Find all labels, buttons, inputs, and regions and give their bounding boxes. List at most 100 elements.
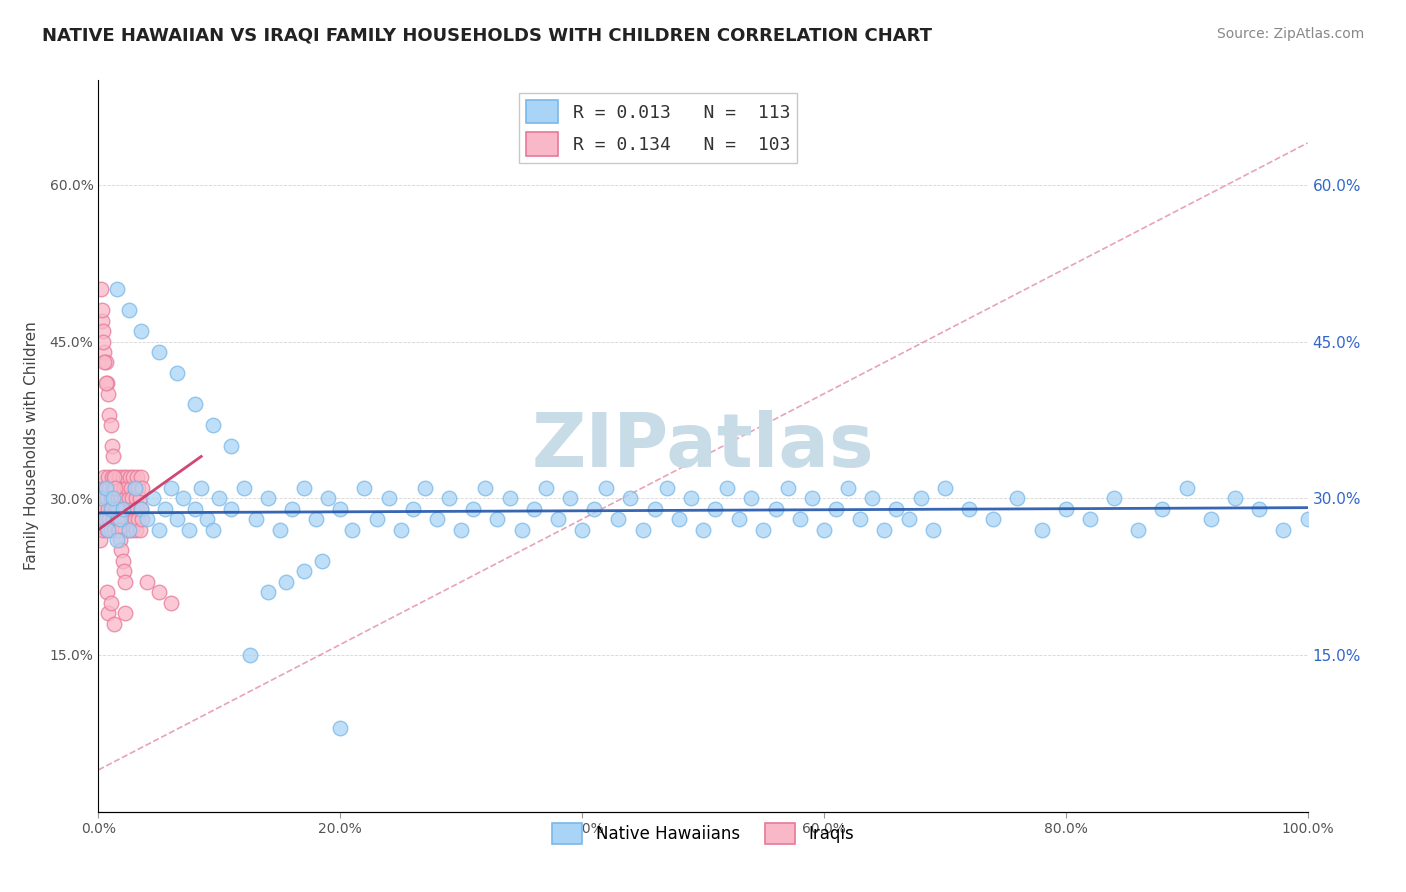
Point — [142, 491, 165, 506]
Point — [789, 512, 811, 526]
Point — [91, 512, 114, 526]
Point — [129, 324, 152, 338]
Point — [305, 512, 328, 526]
Point — [221, 439, 243, 453]
Point — [860, 491, 883, 506]
Point — [91, 512, 114, 526]
Point — [94, 355, 117, 369]
Point — [89, 533, 111, 547]
Point — [94, 512, 117, 526]
Point — [1296, 512, 1319, 526]
Point — [91, 324, 114, 338]
Point — [107, 523, 129, 537]
Point — [1031, 523, 1053, 537]
Point — [100, 523, 122, 537]
Point — [107, 491, 129, 506]
Point — [91, 313, 114, 327]
Point — [110, 523, 132, 537]
Point — [90, 501, 112, 516]
Point — [118, 523, 141, 537]
Point — [1054, 501, 1077, 516]
Point — [692, 523, 714, 537]
Point — [105, 481, 128, 495]
Point — [121, 523, 143, 537]
Point — [108, 470, 131, 484]
Point — [366, 512, 388, 526]
Point — [316, 491, 339, 506]
Point — [111, 501, 134, 516]
Point — [184, 501, 207, 516]
Point — [115, 470, 138, 484]
Point — [1175, 481, 1198, 495]
Point — [97, 606, 120, 620]
Point — [91, 523, 114, 537]
Point — [100, 491, 122, 506]
Point — [679, 491, 702, 506]
Point — [94, 481, 117, 495]
Point — [269, 523, 291, 537]
Point — [765, 501, 787, 516]
Point — [849, 512, 872, 526]
Point — [752, 523, 775, 537]
Point — [112, 565, 135, 579]
Point — [437, 491, 460, 506]
Point — [127, 501, 149, 516]
Point — [166, 366, 188, 380]
Point — [127, 470, 149, 484]
Point — [101, 450, 124, 464]
Point — [91, 303, 114, 318]
Point — [131, 512, 153, 526]
Point — [981, 512, 1004, 526]
Point — [104, 470, 127, 484]
Point — [90, 282, 112, 296]
Point — [558, 491, 581, 506]
Text: Source: ZipAtlas.com: Source: ZipAtlas.com — [1216, 27, 1364, 41]
Point — [886, 501, 908, 516]
Point — [245, 512, 267, 526]
Point — [934, 481, 956, 495]
Point — [96, 376, 118, 391]
Point — [813, 523, 835, 537]
Point — [342, 523, 364, 537]
Point — [534, 481, 557, 495]
Point — [776, 481, 799, 495]
Point — [117, 481, 139, 495]
Point — [873, 523, 896, 537]
Point — [631, 523, 654, 537]
Point — [100, 596, 122, 610]
Point — [118, 523, 141, 537]
Point — [120, 481, 142, 495]
Point — [837, 481, 859, 495]
Point — [728, 512, 751, 526]
Point — [115, 501, 138, 516]
Legend: Native Hawaiians, Iraqis: Native Hawaiians, Iraqis — [546, 816, 860, 851]
Point — [202, 418, 225, 433]
Point — [160, 481, 183, 495]
Point — [100, 501, 122, 516]
Point — [274, 574, 297, 589]
Point — [128, 523, 150, 537]
Point — [329, 501, 352, 516]
Point — [118, 501, 141, 516]
Point — [105, 501, 128, 516]
Point — [148, 585, 170, 599]
Point — [329, 721, 352, 735]
Point — [108, 523, 131, 537]
Point — [463, 501, 485, 516]
Point — [311, 554, 333, 568]
Point — [93, 470, 115, 484]
Point — [704, 501, 727, 516]
Point — [100, 470, 122, 484]
Point — [125, 491, 148, 506]
Point — [122, 470, 145, 484]
Point — [127, 481, 149, 495]
Point — [353, 481, 375, 495]
Point — [190, 481, 212, 495]
Point — [103, 523, 125, 537]
Point — [107, 512, 129, 526]
Point — [105, 282, 128, 296]
Point — [292, 481, 315, 495]
Point — [957, 501, 980, 516]
Point — [135, 574, 157, 589]
Point — [100, 418, 122, 433]
